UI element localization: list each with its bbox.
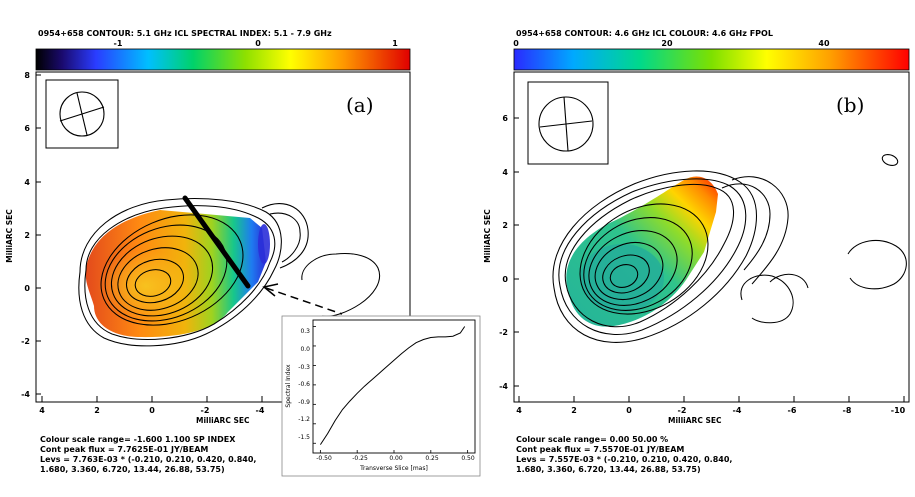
panel-a-x-tick-4: -4 — [256, 406, 265, 415]
panel-b: 0954+658 CONTOUR: 4.6 GHz ICL COLOUR: 4.… — [483, 29, 910, 474]
panel-a-label: (a) — [346, 93, 374, 117]
panel-a-y-tick-6: -4 — [21, 390, 30, 399]
inset-x-tick-3: 0.25 — [425, 455, 439, 462]
panel-b-x-tick-5: -6 — [788, 406, 797, 415]
panel-b-x-tick-3: -2 — [678, 406, 687, 415]
panel-b-caption-line-2: Levs = 7.557E-03 * (-0.210, 0.210, 0.420… — [516, 455, 732, 464]
panel-a-x-tick-1: 2 — [94, 406, 100, 415]
panel-a-colorbar-tick-0: -1 — [114, 39, 123, 48]
panel-b-image: (b) — [527, 81, 907, 343]
panel-a-core-color — [98, 250, 194, 322]
panel-b-caption-line-0: Colour scale range= 0.00 50.00 % — [516, 435, 668, 444]
inset-slice-line — [319, 326, 466, 445]
panel-a-y-tick-2: 4 — [24, 178, 30, 187]
panel-b-colorbar-tick-1: 20 — [661, 39, 673, 48]
panel-b-x-tick-2: 0 — [626, 406, 632, 415]
inset-tick-marks — [313, 326, 469, 453]
panel-b-beam-box — [527, 81, 609, 165]
inset-x-label: Transverse Slice [mas] — [359, 465, 428, 472]
panel-b-x-label: MilliARC SEC — [668, 416, 722, 425]
panel-b-x-tick-7: -10 — [891, 406, 906, 415]
panel-b-y-tick-3: 0 — [502, 275, 508, 284]
inset-y-tick-2: -0.3 — [298, 364, 310, 371]
panel-a-colorbar-tick-2: 1 — [392, 39, 398, 48]
panel-b-colorbar-tick-2: 40 — [818, 39, 830, 48]
inset-x-tick-2: 0.00 — [389, 455, 403, 462]
inset-y-tick-5: -1.2 — [298, 416, 310, 423]
panel-a-y-tick-0: 8 — [24, 71, 30, 80]
inset-slice-plot: -0.50 -0.25 0.00 0.25 0.50 0.3 0.0 -0.3 … — [281, 315, 481, 477]
panel-a-y-tick-5: -2 — [21, 337, 30, 346]
panel-b-x-tick-0: 4 — [516, 406, 522, 415]
panel-a-colorbar-tick-1: 0 — [255, 39, 261, 48]
inset-y-tick-6: -1.5 — [298, 434, 310, 441]
panel-b-tick-marks — [514, 117, 905, 402]
inset-axes-frame — [312, 319, 476, 454]
panel-b-x-tick-1: 2 — [571, 406, 577, 415]
panel-a-slice-line — [182, 195, 251, 289]
inset-x-tick-0: -0.50 — [316, 455, 332, 462]
panel-a-x-tick-0: 4 — [39, 406, 45, 415]
panel-b-caption-line-3: 1.680, 3.360, 6.720, 13.44, 26.88, 53.75… — [516, 465, 701, 474]
panel-a-caption-line-2: Levs = 7.763E-03 * (-0.210, 0.210, 0.420… — [40, 455, 256, 464]
panel-a-y-tick-1: 6 — [24, 124, 30, 133]
panel-a-image: (a) — [45, 79, 380, 347]
panel-b-y-tick-5: -4 — [499, 382, 508, 391]
panel-a: 0954+658 CONTOUR: 5.1 GHz ICL SPECTRAL I… — [5, 29, 411, 474]
panel-a-header: 0954+658 CONTOUR: 5.1 GHz ICL SPECTRAL I… — [38, 29, 332, 38]
panel-b-colorbar-tick-0: 0 — [513, 39, 519, 48]
inset-y-label: Spectral Index — [285, 364, 292, 408]
panel-b-y-label: MilliARC SEC — [483, 209, 492, 263]
panel-a-colorbar — [35, 48, 411, 71]
panel-b-x-tick-4: -4 — [733, 406, 742, 415]
panel-a-x-label: MilliARC SEC — [196, 416, 250, 425]
inset-y-tick-4: -0.9 — [298, 399, 310, 406]
panel-a-x-tick-3: -2 — [201, 406, 210, 415]
panel-b-y-tick-1: 4 — [502, 168, 508, 177]
inset-pointer-arrow — [262, 283, 343, 315]
panel-b-label: (b) — [836, 93, 864, 117]
inset-y-tick-1: 0.0 — [300, 346, 310, 353]
panel-a-tick-marks — [36, 74, 263, 402]
panel-a-contours — [78, 197, 380, 347]
panel-b-y-tick-4: -2 — [499, 328, 508, 337]
inset-x-tick-1: -0.25 — [352, 455, 368, 462]
inset-y-tick-0: 0.3 — [300, 328, 310, 335]
panel-a-caption-line-0: Colour scale range= -1.600 1.100 SP INDE… — [40, 435, 236, 444]
panel-a-blue-edge — [258, 224, 270, 264]
panel-b-x-tick-6: -8 — [843, 406, 852, 415]
panel-a-y-tick-4: 0 — [24, 284, 30, 293]
panel-b-header: 0954+658 CONTOUR: 4.6 GHz ICL COLOUR: 4.… — [516, 29, 773, 38]
panel-a-caption-line-3: 1.680, 3.360, 6.720, 13.44, 26.88, 53.75… — [40, 465, 225, 474]
panel-a-caption-line-1: Cont peak flux = 7.7625E-01 JY/BEAM — [40, 445, 208, 454]
panel-a-x-tick-2: 0 — [149, 406, 155, 415]
inset-x-tick-4: 0.50 — [461, 455, 475, 462]
panel-b-colorbar — [513, 48, 910, 71]
panel-b-caption-line-1: Cont peak flux = 7.5570E-01 JY/BEAM — [516, 445, 684, 454]
panel-a-y-label: MilliARC SEC — [5, 209, 14, 263]
panel-b-y-tick-0: 6 — [502, 114, 508, 123]
panel-b-contours — [552, 154, 907, 343]
panel-a-beam-ellipse — [59, 91, 105, 137]
inset-y-tick-3: -0.6 — [298, 381, 310, 388]
panel-b-y-tick-2: 2 — [502, 221, 508, 230]
panel-a-y-tick-3: 2 — [24, 231, 30, 240]
panel-b-beam-ellipse — [538, 96, 594, 152]
panel-b-core-color — [580, 244, 664, 312]
